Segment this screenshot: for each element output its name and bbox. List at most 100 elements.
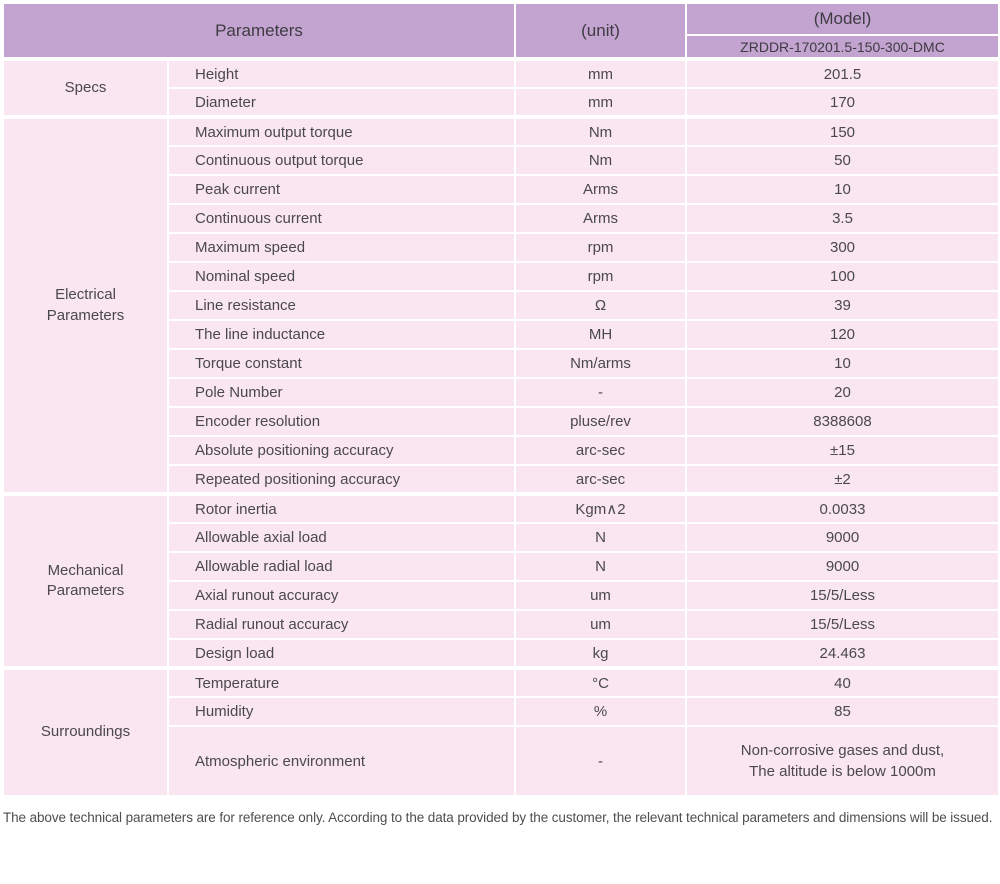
parameter-name: Rotor inertia <box>167 492 516 524</box>
table-row: Radial runout accuracy um 15/5/Less <box>3 609 1000 640</box>
table-row: Peak current Arms 10 <box>3 174 1000 205</box>
parameter-name: Humidity <box>167 696 516 727</box>
parameter-name: Axial runout accuracy <box>167 580 516 611</box>
unit-value: rpm <box>514 261 687 292</box>
unit-value: rpm <box>514 232 687 263</box>
table-row: Torque constant Nm/arms 10 <box>3 348 1000 379</box>
table-header: Parameters (unit) (Model) ZRDDR-170201.5… <box>2 2 1000 60</box>
unit-value: arc-sec <box>514 464 687 495</box>
footer-note: The above technical parameters are for r… <box>3 810 993 825</box>
spec-value: 201.5 <box>685 57 1000 89</box>
unit-value: Arms <box>514 203 687 234</box>
parameter-name: Pole Number <box>167 377 516 408</box>
model-number: ZRDDR-170201.5-150-300-DMC <box>685 34 1000 60</box>
parameters-column-header: Parameters <box>2 2 516 60</box>
parameter-name: Continuous current <box>167 203 516 234</box>
parameter-name: Line resistance <box>167 290 516 321</box>
parameter-name: Height <box>167 57 516 89</box>
unit-value: pluse/rev <box>514 406 687 437</box>
spec-value: 9000 <box>685 551 1000 582</box>
section-label: Surroundings <box>2 666 169 797</box>
parameter-name: Torque constant <box>167 348 516 379</box>
spec-value: 120 <box>685 319 1000 350</box>
parameter-name: Allowable axial load <box>167 522 516 553</box>
table-row: Pole Number -20 <box>3 377 1000 408</box>
spec-value: 150 <box>685 115 1000 147</box>
parameter-name: Maximum output torque <box>167 115 516 147</box>
unit-value: N <box>514 551 687 582</box>
spec-value: 15/5/Less <box>685 609 1000 640</box>
unit-value: arc-sec <box>514 435 687 466</box>
spec-value: 10 <box>685 174 1000 205</box>
unit-value: kg <box>514 638 687 669</box>
parameter-name: Allowable radial load <box>167 551 516 582</box>
table-row: Maximum speed rpm 300 <box>3 232 1000 263</box>
spec-value: Non-corrosive gases and dust, The altitu… <box>685 725 1000 797</box>
spec-value: 10 <box>685 348 1000 379</box>
unit-value: - <box>514 377 687 408</box>
table-body: Specs Height mm 201.5 Diameter mm 170 Electrica… <box>2 57 1000 797</box>
spec-value: 3.5 <box>685 203 1000 234</box>
table-row: Surroundings Temperature °C 40 <box>2 666 1000 797</box>
parameter-name: Absolute positioning accuracy <box>167 435 516 466</box>
model-column-header: (Model) <box>685 2 1000 36</box>
spec-value: 50 <box>685 145 1000 176</box>
parameter-name: Nominal speed <box>167 261 516 292</box>
parameter-name: Atmospheric environment <box>167 725 516 797</box>
parameter-name: Diameter <box>167 87 516 118</box>
table-row: Axial runout accuracy um 15/5/Less <box>3 580 1000 611</box>
spec-value: ±2 <box>685 464 1000 495</box>
table-row: Atmospheric environment - Non-corrosive ga… <box>3 725 1000 797</box>
table-row: Allowable axial load N 9000 <box>3 522 1000 553</box>
table-row: Absolute positioning accuracy arc-sec ±15 <box>3 435 1000 466</box>
table-row: Design load kg 24.463 <box>3 638 1000 669</box>
spec-value: 39 <box>685 290 1000 321</box>
parameter-name: Continuous output torque <box>167 145 516 176</box>
table-row: Electrical Parameters Maximum output torq… <box>2 115 1000 495</box>
table-row: Nominal speed rpm 100 <box>3 261 1000 292</box>
unit-value: Ω <box>514 290 687 321</box>
spec-value: 15/5/Less <box>685 580 1000 611</box>
table-row: Continuous output torque Nm 50 <box>3 145 1000 176</box>
spec-value: 300 <box>685 232 1000 263</box>
spec-value: 0.0033 <box>685 492 1000 524</box>
table-row: Continuous current Arms 3.5 <box>3 203 1000 234</box>
unit-column-header: (unit) <box>514 2 687 60</box>
unit-value: Nm/arms <box>514 348 687 379</box>
table-row: Line resistance Ω 39 <box>3 290 1000 321</box>
parameter-name: Design load <box>167 638 516 669</box>
spec-value: 20 <box>685 377 1000 408</box>
unit-value: um <box>514 580 687 611</box>
spec-value: 9000 <box>685 522 1000 553</box>
table-row: Repeated positioning accuracy arc-sec ±2 <box>3 464 1000 495</box>
table-row: Encoder resolution pluse/rev 8388608 <box>3 406 1000 437</box>
table-row: Humidity% 85 <box>3 696 1000 727</box>
table-row: Diameter mm 170 <box>3 87 1000 118</box>
spec-value: 85 <box>685 696 1000 727</box>
spec-value: 100 <box>685 261 1000 292</box>
table-row: Allowable radial load N 9000 <box>3 551 1000 582</box>
parameter-name: Peak current <box>167 174 516 205</box>
parameter-name: Temperature <box>167 666 516 698</box>
unit-value: mm <box>514 57 687 89</box>
spec-value: 170 <box>685 87 1000 118</box>
unit-value: N <box>514 522 687 553</box>
unit-value: Arms <box>514 174 687 205</box>
parameter-name: Encoder resolution <box>167 406 516 437</box>
parameter-name: The line inductance <box>167 319 516 350</box>
unit-value: um <box>514 609 687 640</box>
table-row: Specs Height mm 201.5 <box>2 57 1000 118</box>
unit-value: Kgm∧2 <box>514 492 687 524</box>
table-row: The line inductance MH 120 <box>3 319 1000 350</box>
parameter-name: Maximum speed <box>167 232 516 263</box>
section-label: Mechanical Parameters <box>2 492 169 669</box>
spec-value: 8388608 <box>685 406 1000 437</box>
unit-value: - <box>514 725 687 797</box>
parameter-name: Repeated positioning accuracy <box>167 464 516 495</box>
table-row: Mechanical Parameters Rotor inertia Kgm∧2 0… <box>2 492 1000 669</box>
spec-value: 40 <box>685 666 1000 698</box>
unit-value: MH <box>514 319 687 350</box>
unit-value: °C <box>514 666 687 698</box>
spec-value: 24.463 <box>685 638 1000 669</box>
section-label: Specs <box>2 57 169 118</box>
